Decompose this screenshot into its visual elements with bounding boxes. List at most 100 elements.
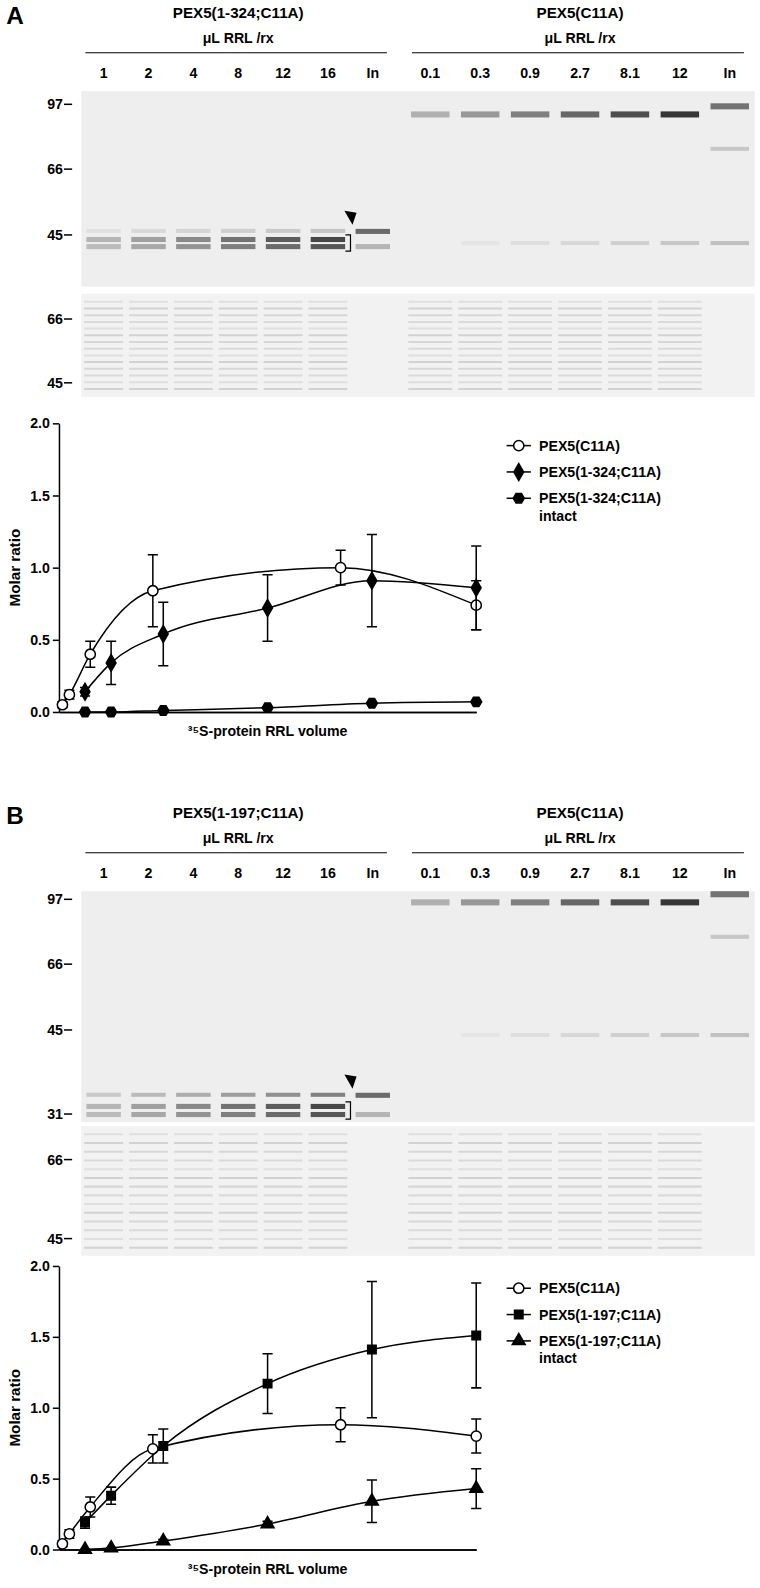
gel-title: PEX5(1-324;C11A) [173, 4, 304, 21]
y-tick-label: 2.0 [30, 415, 50, 431]
lane-label: 4 [189, 65, 197, 81]
stain-band [84, 361, 123, 363]
data-point [261, 1517, 274, 1528]
x2-axis-line [59, 1549, 476, 1551]
marker-label: 45 [47, 1231, 63, 1247]
gel-underline [85, 852, 387, 853]
stain-band [408, 334, 452, 336]
marker-dash [64, 168, 72, 170]
error-cap [471, 1387, 481, 1389]
stain-band [408, 321, 452, 323]
gel-underline [412, 52, 744, 53]
stain-band [219, 1186, 258, 1188]
lane-label: 8 [234, 65, 242, 81]
error-cap [85, 666, 95, 668]
stain-band [558, 354, 602, 356]
bracket [345, 235, 350, 251]
stain-band [219, 1203, 258, 1205]
gel-band [711, 241, 749, 245]
data-point [365, 1494, 378, 1505]
error-cap [106, 1486, 116, 1488]
stain-band [458, 1221, 502, 1223]
stain-band [608, 1194, 652, 1196]
stain-band [309, 341, 348, 343]
marker-label: 66 [47, 161, 63, 177]
error-cap [158, 1462, 168, 1464]
stain-band [84, 388, 123, 390]
stain-band [129, 1168, 168, 1170]
stain-band [408, 1203, 452, 1205]
panel-label: B [6, 802, 24, 829]
y-tick: 1.5 [30, 488, 59, 504]
error-cap [336, 550, 346, 552]
error-cap [80, 1527, 90, 1529]
marker-dash [64, 1029, 72, 1031]
legend-marker [513, 494, 524, 503]
stain-band [408, 314, 452, 316]
stain-band [558, 368, 602, 370]
stain-band [558, 1159, 602, 1161]
stain-band [174, 1238, 213, 1240]
legend-label: PEX5(C11A) [539, 1280, 620, 1296]
error-bar [263, 1354, 273, 1414]
gel-underline [85, 52, 387, 53]
stain-band [84, 1133, 123, 1135]
stain-band [558, 1238, 602, 1240]
gel-background [81, 91, 754, 286]
stain-band [508, 1133, 552, 1135]
gel-band [131, 237, 165, 242]
stain-band [219, 307, 258, 309]
gel-band [311, 229, 345, 233]
gel-band [356, 1093, 390, 1098]
stain-band [408, 1177, 452, 1179]
stain-band [408, 348, 452, 350]
lane-label: 0.1 [420, 865, 440, 881]
stain-band [408, 1194, 452, 1196]
stain-band [129, 1221, 168, 1223]
stain-band [84, 1194, 123, 1196]
gel-band [511, 241, 549, 245]
y-tick-mark [53, 1407, 59, 1409]
error-cap [367, 1281, 377, 1283]
data-point [106, 654, 116, 671]
stain-band [309, 1133, 348, 1135]
gel-band [661, 1033, 699, 1037]
marker-dash [64, 382, 72, 384]
lane-label: 2.7 [570, 865, 590, 881]
stain-band [264, 381, 303, 383]
stain-band [408, 354, 452, 356]
data-point [471, 1431, 481, 1441]
data-point [335, 563, 345, 573]
stain-band [458, 307, 502, 309]
gel-band [511, 899, 549, 905]
stain-band [264, 1194, 303, 1196]
lane-label: 0.9 [520, 65, 540, 81]
error-cap [80, 1516, 90, 1518]
stain-band [608, 1212, 652, 1214]
stain-band [174, 1194, 213, 1196]
stain-band [309, 1151, 348, 1153]
stain-band [174, 1203, 213, 1205]
gel-band [311, 1104, 345, 1109]
stain-band [309, 1247, 348, 1249]
stain-band [558, 1247, 602, 1249]
gel-band [611, 1033, 649, 1037]
gel-band [511, 1033, 549, 1037]
stain-band [84, 301, 123, 303]
stain-band [408, 1186, 452, 1188]
stain-band [458, 341, 502, 343]
stain-band [129, 354, 168, 356]
stain-band [558, 1194, 602, 1196]
data-point [85, 649, 95, 659]
data-point [335, 1420, 345, 1430]
data-point [107, 1491, 115, 1499]
stain-band [458, 1238, 502, 1240]
stain-band [264, 374, 303, 376]
gel-band [176, 1112, 210, 1117]
stain-band [608, 1221, 652, 1223]
y-tick: 0.5 [30, 632, 59, 648]
stain-band [129, 1186, 168, 1188]
stain-band [129, 334, 168, 336]
legend-label: PEX5(1-324;C11A) [539, 464, 661, 480]
legend-label: PEX5(1-197;C11A) [539, 1307, 661, 1323]
